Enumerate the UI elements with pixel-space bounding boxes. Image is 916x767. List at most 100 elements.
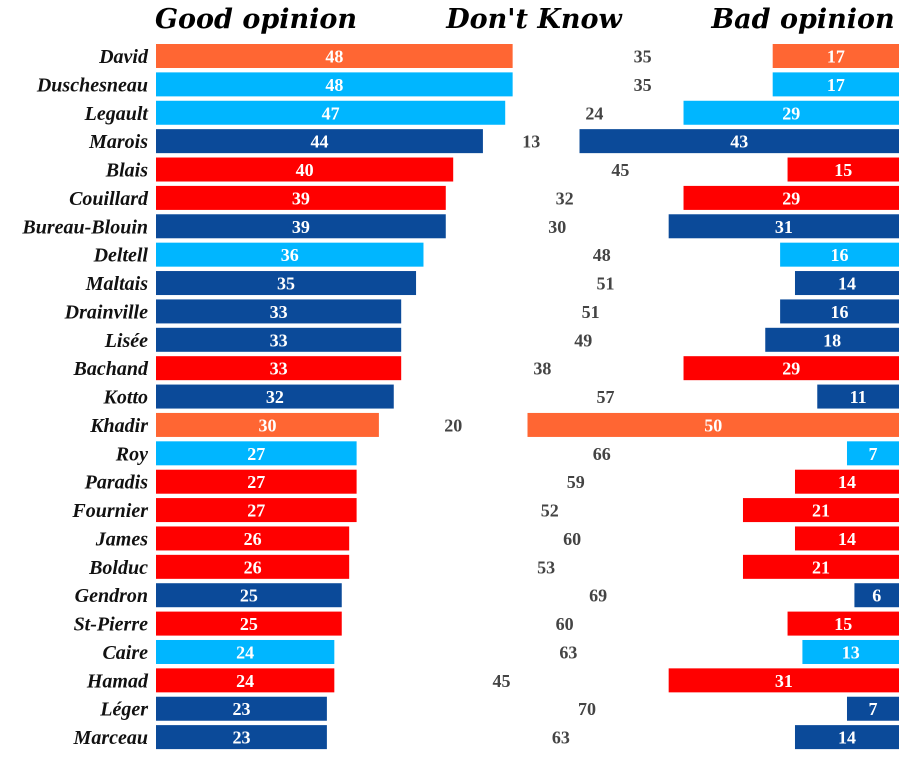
dont-know-value: 69 bbox=[589, 586, 607, 606]
good-opinion-bar bbox=[156, 668, 335, 693]
chart-row: Drainville 33 16 51 bbox=[64, 299, 899, 324]
good-opinion-value: 23 bbox=[232, 728, 250, 748]
chart-row: Caire 24 13 63 bbox=[102, 639, 899, 664]
bad-opinion-value: 16 bbox=[831, 302, 849, 322]
chart-row: Hamad 24 31 45 bbox=[86, 668, 899, 693]
good-opinion-bar bbox=[156, 639, 335, 664]
category-label: Lisée bbox=[104, 330, 148, 352]
bad-opinion-value: 31 bbox=[775, 671, 793, 691]
bad-opinion-bar bbox=[765, 327, 899, 352]
good-opinion-value: 26 bbox=[244, 529, 262, 549]
good-opinion-bar bbox=[156, 100, 506, 125]
chart-row: Marceau 23 14 63 bbox=[73, 725, 899, 750]
category-label: James bbox=[95, 528, 148, 550]
bad-opinion-value: 17 bbox=[827, 75, 845, 95]
good-opinion-bar bbox=[156, 554, 350, 579]
bad-opinion-bar bbox=[579, 129, 899, 154]
good-opinion-value: 32 bbox=[266, 387, 284, 407]
good-opinion-value: 48 bbox=[325, 47, 343, 67]
good-opinion-bar bbox=[156, 214, 446, 239]
header-bad-opinion: Bad opinion bbox=[710, 4, 894, 35]
good-opinion-value: 33 bbox=[270, 302, 288, 322]
bad-opinion-bar bbox=[742, 498, 899, 523]
bad-opinion-bar bbox=[846, 441, 899, 466]
bad-opinion-value: 14 bbox=[838, 472, 856, 492]
good-opinion-bar bbox=[156, 725, 327, 750]
good-opinion-bar bbox=[156, 384, 394, 409]
dont-know-value: 53 bbox=[537, 557, 555, 577]
category-label: Couillard bbox=[69, 188, 149, 210]
good-opinion-value: 25 bbox=[240, 614, 258, 634]
category-label: David bbox=[98, 46, 149, 68]
chart-row: Couillard 39 29 32 bbox=[69, 185, 899, 210]
chart-row: Duschesneau 48 17 35 bbox=[36, 72, 899, 97]
category-label: Bureau-Blouin bbox=[21, 216, 148, 238]
bad-opinion-bar bbox=[794, 271, 899, 296]
bad-opinion-bar bbox=[794, 725, 899, 750]
good-opinion-bar bbox=[156, 498, 357, 523]
category-label: St-Pierre bbox=[74, 614, 149, 636]
bad-opinion-bar bbox=[527, 412, 899, 437]
category-label: Blais bbox=[105, 160, 148, 182]
category-label: Maltais bbox=[85, 273, 148, 295]
chart-row: Roy 27 7 66 bbox=[115, 441, 899, 466]
category-label: Deltell bbox=[93, 245, 149, 267]
bad-opinion-bar bbox=[802, 639, 899, 664]
bad-opinion-bar bbox=[668, 668, 899, 693]
dont-know-value: 35 bbox=[634, 75, 652, 95]
bad-opinion-bar bbox=[683, 185, 899, 210]
bad-opinion-bar bbox=[683, 356, 899, 381]
good-opinion-value: 24 bbox=[236, 671, 254, 691]
dont-know-value: 30 bbox=[548, 217, 566, 237]
good-opinion-bar bbox=[156, 526, 350, 551]
bad-opinion-bar bbox=[772, 44, 899, 68]
bad-opinion-value: 50 bbox=[704, 415, 722, 435]
chart-row: Blais 40 15 45 bbox=[105, 157, 899, 182]
bad-opinion-value: 14 bbox=[838, 274, 856, 294]
good-opinion-value: 25 bbox=[240, 586, 258, 606]
chart-row: Fournier 27 21 52 bbox=[71, 498, 899, 522]
category-label: Fournier bbox=[71, 500, 148, 522]
good-opinion-bar bbox=[156, 271, 417, 296]
bad-opinion-value: 31 bbox=[775, 217, 793, 237]
good-opinion-value: 26 bbox=[244, 557, 262, 577]
dont-know-value: 24 bbox=[585, 103, 603, 123]
dont-know-value: 51 bbox=[597, 274, 615, 294]
good-opinion-bar bbox=[156, 611, 342, 636]
bad-opinion-bar bbox=[742, 554, 899, 579]
dont-know-value: 45 bbox=[611, 160, 629, 180]
good-opinion-bar bbox=[156, 441, 357, 466]
bad-opinion-bar bbox=[794, 526, 899, 551]
bad-opinion-bar bbox=[668, 214, 899, 239]
good-opinion-bar bbox=[156, 44, 513, 68]
good-opinion-value: 47 bbox=[322, 103, 340, 123]
good-opinion-bar bbox=[156, 356, 402, 381]
category-label: Bolduc bbox=[88, 557, 148, 579]
good-opinion-bar bbox=[156, 157, 454, 182]
category-label: Legault bbox=[84, 103, 150, 125]
chart-row: Gendron 25 6 69 bbox=[75, 583, 899, 608]
category-label: Kotto bbox=[103, 387, 148, 409]
chart-row: Lisée 33 18 49 bbox=[104, 327, 899, 352]
bad-opinion-bar bbox=[787, 157, 899, 182]
category-label: Bachand bbox=[73, 358, 149, 380]
good-opinion-value: 30 bbox=[258, 415, 276, 435]
chart-row: Deltell 36 16 48 bbox=[93, 242, 899, 267]
bad-opinion-bar bbox=[780, 299, 899, 324]
bad-opinion-value: 14 bbox=[838, 728, 856, 748]
good-opinion-value: 35 bbox=[277, 274, 295, 294]
good-opinion-value: 48 bbox=[325, 75, 343, 95]
bad-opinion-bar bbox=[683, 100, 899, 125]
good-opinion-bar bbox=[156, 242, 424, 267]
bad-opinion-value: 16 bbox=[831, 245, 849, 265]
category-label: Duschesneau bbox=[36, 74, 148, 96]
header-dont-know: Don't Know bbox=[445, 4, 623, 35]
dont-know-value: 13 bbox=[522, 132, 540, 152]
chart-row: Bureau-Blouin 39 31 30 bbox=[21, 214, 899, 239]
bad-opinion-value: 13 bbox=[842, 642, 860, 662]
bad-opinion-value: 29 bbox=[782, 188, 800, 208]
dont-know-value: 60 bbox=[563, 529, 581, 549]
chart-row: Kotto 32 11 57 bbox=[103, 384, 899, 409]
good-opinion-bar bbox=[156, 185, 446, 210]
